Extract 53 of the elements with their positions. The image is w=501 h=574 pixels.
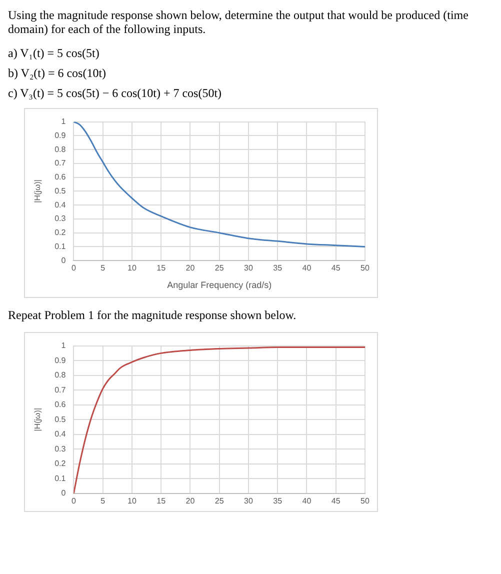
y-tick-label: 0.4 — [54, 430, 66, 439]
x-tick-label: 40 — [302, 496, 312, 506]
x-tick-label: 40 — [302, 264, 312, 273]
text: c) V₃(t) = 5 cos(5t) − 6 cos(10t) + 7 cos(50t) — [8, 86, 223, 100]
x-tick-label: 50 — [360, 264, 370, 273]
x-tick-label: 25 — [214, 264, 224, 273]
y-tick-label: 0.1 — [54, 242, 66, 251]
x-tick-label: 15 — [156, 496, 166, 506]
x-tick-label: 45 — [331, 496, 341, 506]
y-tick-label: 1 — [61, 117, 66, 126]
y-tick-label: 0.7 — [54, 385, 66, 394]
y-tick-label: 0.6 — [54, 400, 66, 410]
y-tick-label: 1 — [61, 341, 66, 350]
x-tick-label: 0 — [71, 264, 76, 273]
y-tick-label: 0.1 — [54, 474, 66, 483]
chart-title: Repeat Problem 1 for the magnitude response shown below. — [8, 308, 298, 322]
y-tick-label: 0.6 — [54, 172, 66, 182]
x-tick-label: 10 — [128, 264, 137, 273]
y-axis-title: |H(jω)| — [33, 408, 42, 432]
chart-title: Using the magnitude response shown below, determine the output that would be produced (time domain) for each of the following inputs. — [8, 8, 470, 36]
x-tick-label: 5 — [100, 264, 106, 273]
y-tick-label: 0.2 — [54, 228, 66, 238]
x-tick-label: 15 — [156, 264, 166, 273]
y-axis-title: |H(jω)| — [33, 180, 42, 203]
text: a) V₁(t) = 5 cos(5t) — [8, 46, 100, 60]
x-tick-label: 35 — [273, 264, 283, 273]
x-tick-label: 50 — [360, 496, 370, 506]
y-tick-label: 0.8 — [54, 144, 66, 154]
x-tick-label: 30 — [244, 264, 254, 273]
x-tick-label: 25 — [214, 496, 224, 506]
y-tick-label: 0 — [61, 256, 66, 265]
y-tick-label: 0.3 — [54, 444, 66, 454]
x-tick-label: 20 — [186, 264, 196, 273]
text: b) V₂(t) = 6 cos(10t) — [8, 66, 108, 80]
x-tick-label: 10 — [128, 496, 137, 506]
y-tick-label: 0.3 — [54, 214, 66, 224]
y-tick-label: 0 — [61, 488, 66, 498]
x-tick-label: 30 — [244, 496, 254, 506]
y-tick-label: 0.2 — [54, 459, 66, 468]
line-series — [74, 346, 365, 494]
y-tick-label: 0.9 — [54, 356, 66, 365]
y-tick-label: 0.9 — [54, 130, 66, 140]
x-axis-title: Angular Frequency (rad/s) — [167, 280, 272, 290]
y-tick-label: 0.5 — [54, 414, 66, 424]
x-tick-label: 0 — [71, 496, 76, 506]
x-tick-label: 45 — [331, 264, 341, 273]
y-tick-label: 0.7 — [54, 158, 66, 168]
x-tick-label: 20 — [186, 496, 196, 506]
x-tick-label: 35 — [273, 496, 283, 506]
y-tick-label: 0.4 — [54, 200, 66, 210]
y-tick-label: 0.5 — [54, 186, 66, 196]
x-tick-label: 5 — [100, 496, 106, 506]
y-tick-label: 0.8 — [54, 370, 66, 380]
